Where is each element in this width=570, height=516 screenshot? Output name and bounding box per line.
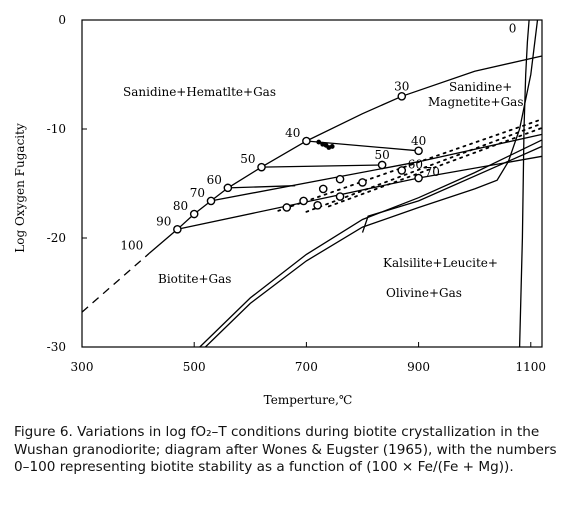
open-circle-point [318,184,328,194]
field-label-kalsilite-2: Olivine+Gas [386,286,462,300]
open-circle-point [377,160,387,170]
x-tick-label: 500 [183,360,206,374]
point-label: 40 [411,134,426,148]
open-circle-point [206,196,216,206]
x-tick-label: 900 [407,360,430,374]
curve-line-6 [199,139,543,348]
y-tick-label: 0 [58,13,66,27]
open-circle-point [223,183,233,193]
open-circle-point [358,178,367,187]
field-label-sanidine-hematite: Sanidine+Hematlte+Gas [123,85,276,99]
open-circle-point [397,92,407,101]
x-tick-label: 300 [71,360,94,374]
point-label: 0 [509,21,517,35]
open-circle-point [189,209,199,219]
open-circle-point [313,200,322,210]
point-label: 70 [425,165,440,179]
filled-point [329,144,335,149]
open-circle-point [299,196,308,206]
curve-line-3 [177,155,543,230]
open-circle-point [282,203,292,212]
curve-line-5 [361,145,543,233]
open-circle-point [335,192,345,201]
point-label: 60 [408,157,423,171]
curve-tie-9 [306,140,419,152]
y-tick-label: -20 [47,231,66,245]
y-axis-label: Log Oxygen Fugacity [13,123,27,253]
y-tick-label: -10 [47,122,66,136]
open-circle-point [257,162,266,172]
curve-dashed-1 [81,252,150,313]
point-label: 70 [190,186,205,200]
open-circle-point [302,136,311,146]
figure-caption: Figure 6. Variations in log fO₂–T condit… [14,424,557,475]
x-tick-label: 700 [295,360,318,374]
field-label-kalsilite-1: Kalsilite+Leucite+ [383,256,498,270]
curve-tie-8 [261,164,383,168]
curve-line-2 [518,19,530,348]
point-label: 50 [374,148,389,162]
point-label: 50 [240,152,255,166]
curve-dotted-13 [327,127,543,208]
curve-dotted-11 [277,118,543,212]
open-circle-point [335,174,345,184]
field-label-sanidine-magnetite-1: Sanidine+ [449,80,512,94]
open-circle-point [414,173,423,183]
plot-frame [81,19,543,348]
curve-line-7 [204,19,539,348]
x-axis-label: Temperture,℃ [264,393,353,407]
open-circle-point [414,146,423,156]
point-label: 40 [285,126,300,140]
phase-boundaries [81,19,543,348]
curve-tie-10 [227,185,296,189]
point-label: 60 [207,173,222,187]
point-label: 30 [394,79,409,93]
x-tick-label: 1100 [516,360,547,374]
open-circle-point [173,224,182,234]
point-label: 80 [173,199,188,213]
y-tick-label: -30 [47,340,66,354]
open-circle-point [397,166,407,175]
point-label: 90 [156,214,171,228]
field-label-sanidine-magnetite-2: Magnetite+Gas [428,95,524,109]
filled-point [316,139,322,145]
point-label: 100 [120,238,143,252]
field-label-biotite: Biotite+Gas [158,272,231,286]
curve-dotted-12 [305,122,543,213]
